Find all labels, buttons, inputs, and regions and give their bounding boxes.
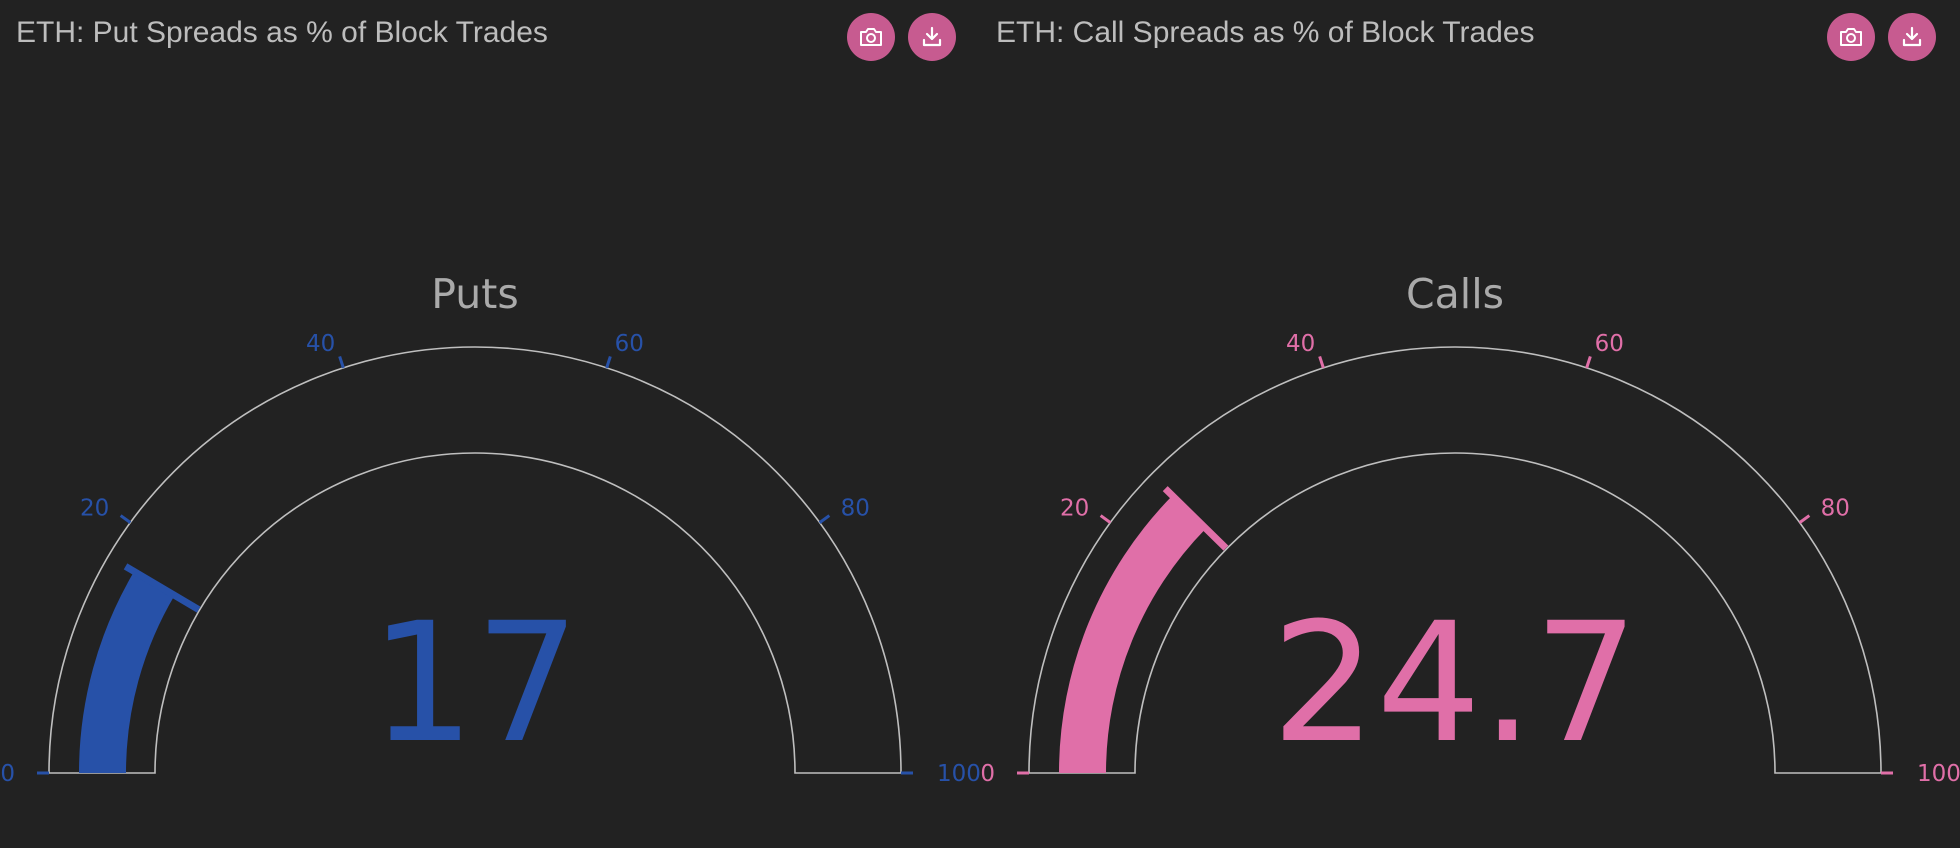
panel-title: ETH: Call Spreads as % of Block Trades <box>996 16 1535 49</box>
gauge-tick <box>1099 514 1112 524</box>
gauge-tick-label: 100 <box>1917 761 1960 787</box>
gauge-title: Puts <box>431 270 518 318</box>
gauge-tick-label: 20 <box>1060 495 1089 521</box>
gauge-tick-label: 40 <box>306 331 335 357</box>
put-spreads-panel: ETH: Put Spreads as % of Block Trades 0 2… <box>0 13 980 787</box>
gauge-value-number: 24.7 <box>1271 587 1638 779</box>
gauge-tick-label: 0 <box>980 761 995 787</box>
gauge-tick-label: 20 <box>80 495 109 521</box>
gauge-tick <box>605 355 612 369</box>
gauge-tick <box>119 514 132 524</box>
gauge-value-bar <box>79 571 175 773</box>
calls-gauge: 0 20 40 60 80 100 Calls 24.7 <box>980 270 1960 787</box>
gauge-value-marker <box>1162 486 1229 551</box>
puts-gauge: 0 20 40 60 80 100 Puts 17 <box>0 270 980 787</box>
gauge-value-number: 17 <box>370 587 580 779</box>
gauge-tick <box>1585 355 1592 369</box>
download-icon <box>922 26 942 47</box>
gauge-outline <box>1028 346 1882 774</box>
gauge-title: Calls <box>1406 270 1504 318</box>
gauge-tick-label: 100 <box>937 761 980 787</box>
gauge-tick <box>338 355 345 369</box>
download-button[interactable] <box>1888 13 1936 61</box>
gauge-tick-label: 60 <box>615 331 644 357</box>
call-spreads-panel: ETH: Call Spreads as % of Block Trades 0… <box>980 0 1960 848</box>
camera-icon <box>860 28 882 46</box>
gauge-value-marker <box>123 563 201 613</box>
gauge-tick-label: 80 <box>1821 495 1850 521</box>
panel-title: ETH: Put Spreads as % of Block Trades <box>16 16 548 49</box>
gauge-value-bar <box>1059 495 1206 773</box>
gauge-tick-label: 80 <box>841 495 870 521</box>
download-button[interactable] <box>908 13 956 61</box>
camera-icon <box>1840 28 1862 46</box>
gauge-tick-label: 0 <box>0 761 15 787</box>
gauge-outline <box>48 346 902 774</box>
gauge-tick <box>1318 355 1325 369</box>
gauge-tick-label: 60 <box>1595 331 1624 357</box>
screenshot-button[interactable] <box>1827 13 1875 61</box>
screenshot-button[interactable] <box>847 13 895 61</box>
gauge-tick <box>818 514 831 524</box>
gauge-tick <box>1798 514 1811 524</box>
download-icon <box>1902 26 1922 47</box>
gauge-tick-label: 40 <box>1286 331 1315 357</box>
